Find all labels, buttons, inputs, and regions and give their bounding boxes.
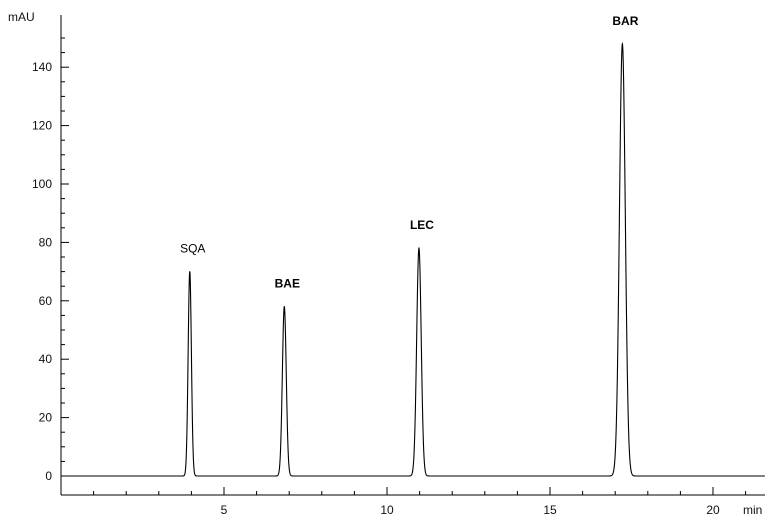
x-tick-label: 20 xyxy=(706,503,720,517)
chromatogram-trace xyxy=(61,41,765,477)
peak-label-lec: LEC xyxy=(410,218,434,232)
x-axis-unit: min xyxy=(743,503,762,517)
peak-label-bae: BAE xyxy=(275,277,300,291)
y-tick-label: 100 xyxy=(32,177,52,191)
x-axis: 5 10 15 20 min xyxy=(61,487,765,517)
y-tick-label: 60 xyxy=(39,294,53,308)
x-tick-label: 5 xyxy=(221,503,228,517)
y-tick-label: 80 xyxy=(39,235,53,249)
y-tick-label: 40 xyxy=(39,352,53,366)
y-tick-label: 140 xyxy=(32,60,52,74)
peak-label-bar: BAR xyxy=(612,14,638,28)
peak-labels: SQA BAE LEC BAR xyxy=(180,14,639,291)
x-tick-label: 10 xyxy=(380,503,394,517)
y-axis-unit: mAU xyxy=(8,10,35,24)
y-axis: 0 20 40 60 80 100 120 140 mAU xyxy=(8,10,69,495)
y-tick-label: 120 xyxy=(32,119,52,133)
y-tick-label: 0 xyxy=(45,469,52,483)
y-tick-label: 20 xyxy=(39,411,53,425)
x-tick-label: 15 xyxy=(543,503,557,517)
peak-label-sqa: SQA xyxy=(180,242,205,256)
